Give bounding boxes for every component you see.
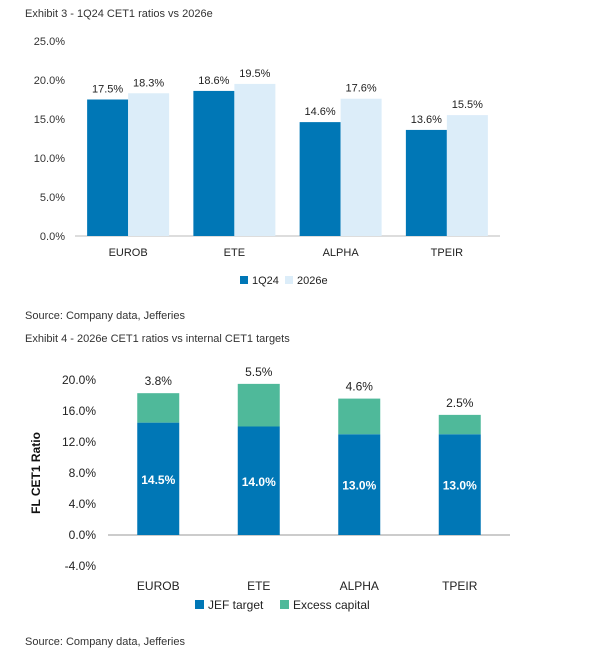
bar-value-label: 13.6% [411, 114, 442, 126]
legend-swatch [240, 276, 248, 284]
legend-label: 1Q24 [252, 275, 279, 287]
bar-Excess capital [137, 393, 180, 423]
y-tick-label: 12.0% [62, 435, 96, 449]
legend-label: Excess capital [293, 598, 370, 612]
bar-value-label: 14.5% [141, 473, 175, 487]
legend-label: JEF target [208, 598, 264, 612]
y-axis-title: FL CET1 Ratio [29, 432, 43, 514]
y-tick-label: -4.0% [65, 559, 97, 573]
bar-JEF target [137, 422, 180, 535]
x-category-label: ALPHA [323, 247, 360, 259]
y-tick-label: 10.0% [34, 153, 65, 165]
bar-1Q24 [87, 99, 129, 236]
bar-value-label: 18.6% [198, 75, 229, 87]
exhibit4-title: Exhibit 4 - 2026e CET1 ratios vs interna… [25, 333, 290, 345]
bar-value-label: 18.3% [133, 77, 164, 89]
y-tick-label: 20.0% [34, 75, 65, 87]
y-tick-label: 4.0% [69, 497, 97, 511]
y-tick-label: 16.0% [62, 404, 96, 418]
bar-2026e [128, 93, 170, 236]
y-tick-label: 25.0% [34, 36, 65, 48]
bar-value-label: 4.6% [346, 380, 374, 394]
legend-swatch [285, 276, 293, 284]
bar-JEF target [338, 434, 381, 535]
exhibit4-source: Source: Company data, Jefferies [25, 636, 185, 648]
exhibit4-chart: -4.0% 0.0% 4.0% 8.0% 12.0% 16.0% 20.0% FL CET1 … [29, 365, 510, 612]
exhibit3-title: Exhibit 3 - 1Q24 CET1 ratios vs 2026e [25, 8, 213, 20]
bar-value-label: 17.5% [92, 84, 123, 96]
bar-value-label: 17.6% [346, 83, 377, 95]
legend-label: 2026e [297, 275, 328, 287]
legend-swatch [195, 600, 204, 609]
bar-value-label: 13.0% [443, 479, 477, 493]
bar-JEF target [438, 434, 481, 535]
y-tick-label: 0.0% [40, 231, 65, 243]
y-tick-label: 0.0% [69, 528, 97, 542]
x-category-label: ETE [224, 247, 245, 259]
bar-value-label: 15.5% [452, 99, 483, 111]
bar-2026e [446, 115, 488, 236]
x-category-label: ETE [247, 579, 270, 593]
bar-value-label: 2.5% [446, 396, 474, 410]
y-tick-label: 5.0% [40, 192, 65, 204]
bar-value-label: 5.5% [245, 365, 273, 379]
bar-2026e [234, 83, 276, 237]
exhibit3-chart: 0.0% 5.0% 10.0% 15.0% 20.0% 25.0% EUROB 17.5% 18… [34, 36, 500, 287]
bar-value-label: 19.5% [239, 68, 270, 80]
bar-value-label: 3.8% [145, 374, 173, 388]
bar-1Q24 [299, 122, 341, 236]
bar-1Q24 [193, 90, 235, 236]
bar-Excess capital [438, 414, 481, 435]
x-category-label: TPEIR [431, 247, 463, 259]
x-category-label: EUROB [109, 247, 148, 259]
y-tick-label: 8.0% [69, 466, 97, 480]
bar-Excess capital [338, 398, 381, 435]
exhibit3-source: Source: Company data, Jefferies [25, 310, 185, 322]
y-tick-label: 15.0% [34, 114, 65, 126]
y-tick-label: 20.0% [62, 373, 96, 387]
bar-JEF target [237, 426, 280, 535]
legend-swatch [280, 600, 289, 609]
x-category-label: ALPHA [340, 579, 379, 593]
bar-value-label: 14.0% [242, 475, 276, 489]
bar-1Q24 [405, 129, 447, 236]
bar-Excess capital [237, 383, 280, 427]
bar-2026e [340, 98, 382, 236]
x-category-label: EUROB [137, 579, 180, 593]
x-category-label: TPEIR [442, 579, 478, 593]
bar-value-label: 14.6% [305, 106, 336, 118]
bar-value-label: 13.0% [342, 479, 376, 493]
